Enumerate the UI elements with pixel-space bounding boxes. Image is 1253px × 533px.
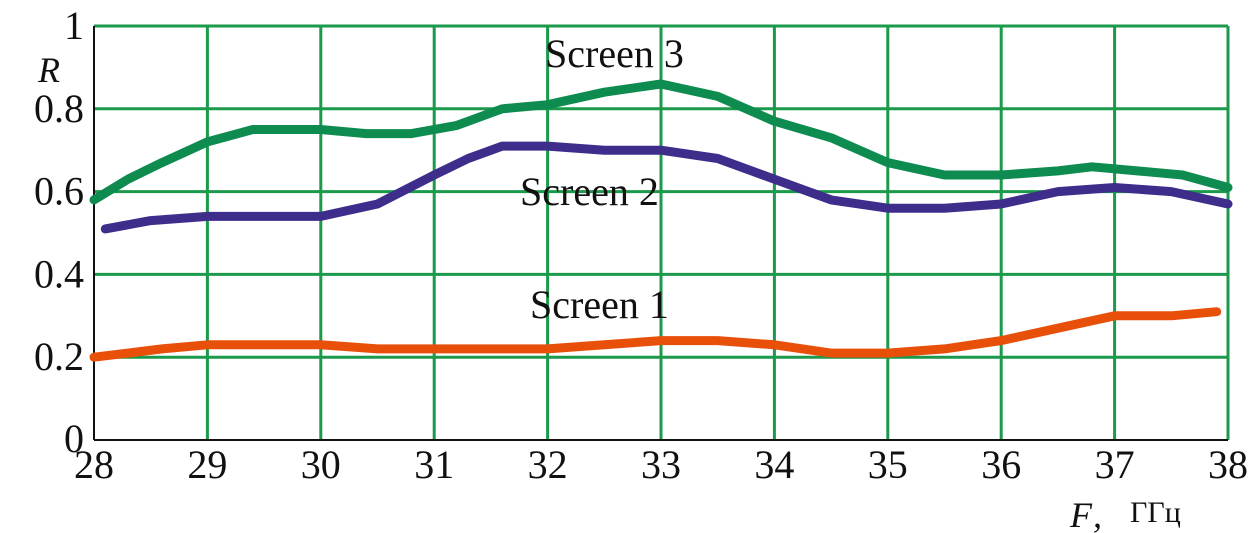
series-label-screen-2: Screen 2: [520, 169, 659, 214]
x-tick-30: 30: [301, 442, 341, 487]
y-axis-label: R: [37, 50, 60, 90]
y-tick-0.8: 0.8: [34, 86, 84, 131]
series-lines: [89, 79, 1233, 362]
x-tick-29: 29: [187, 442, 227, 487]
series-label-screen-3: Screen 3: [545, 31, 684, 76]
axes: [93, 26, 1228, 441]
x-axis-label: F: [1069, 495, 1093, 533]
y-tick-0.4: 0.4: [34, 251, 84, 296]
x-tick-28: 28: [74, 442, 114, 487]
x-tick-31: 31: [414, 442, 454, 487]
series-label-screen-1: Screen 1: [530, 282, 669, 327]
tick-labels: 28 29 30 31 32 33 34 35 36 37 38 0 0.2 0.4 0.6 0.8 1: [34, 3, 1248, 487]
x-tick-34: 34: [754, 442, 794, 487]
x-tick-37: 37: [1095, 442, 1135, 487]
x-tick-35: 35: [868, 442, 908, 487]
x-axis-unit: ГГц: [1130, 496, 1181, 529]
series-line-screen-2: [100, 141, 1233, 234]
y-tick-1: 1: [64, 3, 84, 48]
x-tick-36: 36: [981, 442, 1021, 487]
y-tick-0.2: 0.2: [34, 334, 84, 379]
x-tick-32: 32: [528, 442, 568, 487]
y-tick-0.6: 0.6: [34, 169, 84, 214]
x-tick-38: 38: [1208, 442, 1248, 487]
x-axis-label-comma: ,: [1093, 495, 1102, 533]
series-line-screen-3: [89, 79, 1233, 205]
x-tick-33: 33: [641, 442, 681, 487]
series-line-screen-1: [89, 307, 1222, 362]
y-tick-0: 0: [64, 416, 84, 461]
